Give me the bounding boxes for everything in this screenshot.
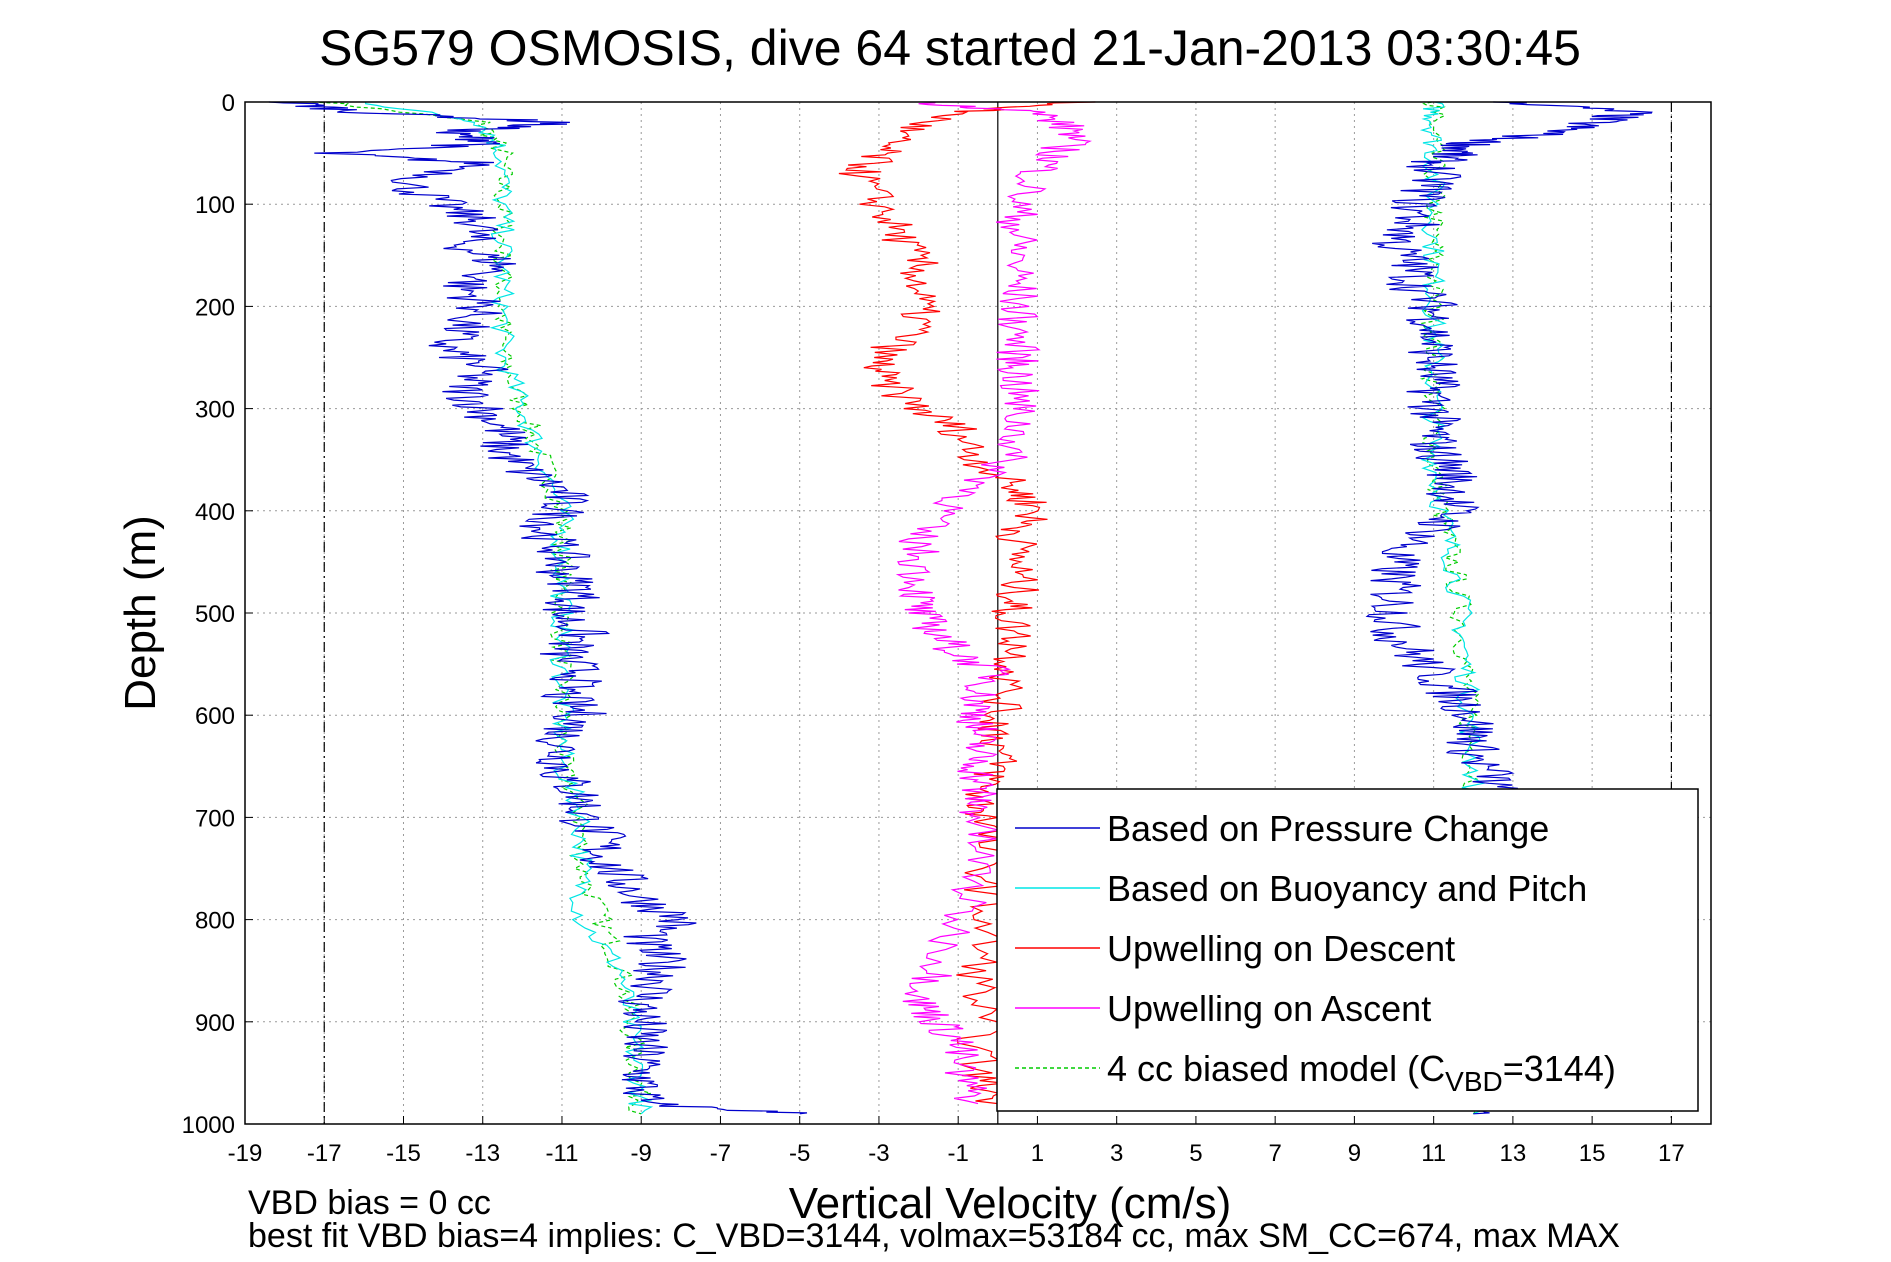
y-tick-label: 500 [195,601,235,628]
y-tick-label: 100 [195,192,235,219]
x-tick-label: -11 [546,1140,579,1167]
x-tick-label: -5 [789,1140,810,1167]
y-tick-label: 200 [195,294,235,321]
x-tick-label: -7 [710,1140,731,1167]
legend-entries: Based on Pressure Change Based on Buoyanc… [1015,808,1616,1097]
x-tick-label: -1 [948,1140,969,1167]
x-tick-label: -17 [307,1140,342,1167]
x-tick-label: -15 [386,1140,421,1167]
x-tick-label: 7 [1268,1140,1281,1167]
legend-label: Upwelling on Ascent [1107,988,1431,1029]
legend-box [996,788,1699,1112]
y-tick-label: 600 [195,703,235,730]
y-tick-label: 800 [195,908,235,935]
chart-title: SG579 OSMOSIS, dive 64 started 21-Jan-20… [319,20,1581,76]
series-line-based-on-pressure-change-descent [268,101,808,1115]
x-axis-label: Vertical Velocity (cm/s) [789,1179,1232,1228]
legend-label: Based on Pressure Change [1107,808,1549,849]
x-tick-label: 15 [1579,1140,1606,1167]
x-tick-label: -19 [228,1140,263,1167]
y-tick-label: 1000 [182,1112,235,1139]
y-tick-label: 0 [222,90,235,117]
x-tick-label: 17 [1658,1140,1685,1167]
legend-label: Based on Buoyancy and Pitch [1107,868,1587,909]
series-line-upwelling-on-descent [838,101,1096,1105]
y-tick-label: 400 [195,499,235,526]
footer-line-2: best fit VBD bias=4 implies: C_VBD=3144,… [248,1217,1620,1255]
x-tick-label: 13 [1500,1140,1527,1167]
y-axis-label: Depth (m) [116,515,165,711]
y-tick-label: 700 [195,805,235,832]
x-tick-label: 1 [1031,1140,1044,1167]
footer-line-1: VBD bias = 0 cc [248,1184,491,1222]
series-line-based-on-buoyancy-and-pitch-descent [365,101,654,1115]
x-tick-label: -9 [631,1140,652,1167]
y-tick-label: 300 [195,397,235,424]
x-tick-label: -3 [868,1140,889,1167]
legend-label: Upwelling on Descent [1107,928,1455,969]
x-tick-label: -13 [465,1140,500,1167]
axis-ticks: -19 -17 -15 -13 -11 -9 -7 -5 -3 -1 1 3 5 7 9 11 13 15 1701… [182,90,1685,1167]
legend: Based on Pressure Change Based on Buoyanc… [996,788,1699,1112]
x-tick-label: 3 [1110,1140,1123,1167]
x-tick-label: 5 [1189,1140,1202,1167]
x-tick-label: 9 [1348,1140,1361,1167]
series-line-upwelling-on-ascent [895,101,1092,1105]
y-tick-label: 900 [195,1010,235,1037]
x-tick-label: 11 [1421,1140,1446,1167]
legend-label: 4 cc biased model (CVBD=3144) [1107,1048,1616,1097]
